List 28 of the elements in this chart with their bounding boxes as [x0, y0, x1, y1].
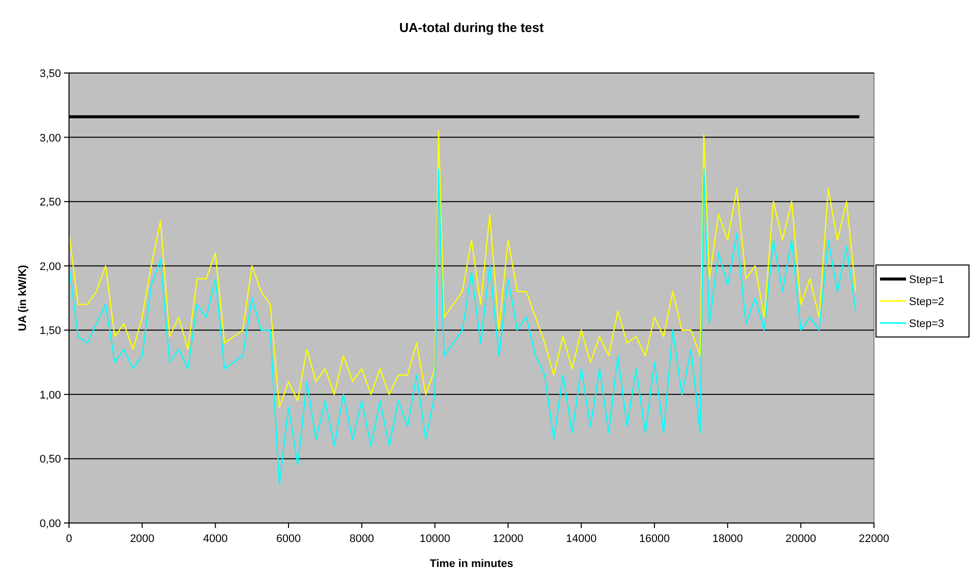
- y-tick-label: 1,00: [40, 389, 61, 402]
- x-axis-title: Time in minutes: [430, 558, 514, 570]
- x-tick-label: 2000: [130, 533, 154, 545]
- y-tick-label: 1,50: [40, 325, 61, 338]
- x-tick-label: 8000: [349, 533, 374, 545]
- chart-title: UA-total during the test: [399, 20, 544, 35]
- y-tick-label: 0,00: [40, 518, 61, 530]
- legend-label: Step=2: [909, 296, 944, 308]
- y-tick-label: 3,50: [40, 68, 61, 80]
- x-tick-label: 20000: [786, 533, 816, 545]
- legend-label: Step=1: [909, 274, 944, 286]
- x-tick-label: 4000: [203, 533, 228, 545]
- x-tick-label: 18000: [712, 533, 743, 545]
- x-tick-label: 16000: [639, 533, 670, 545]
- y-tick-label: 2,00: [40, 260, 61, 273]
- x-tick-label: 10000: [420, 533, 450, 545]
- x-tick-label: 22000: [858, 533, 890, 545]
- y-tick-label: 0,50: [40, 454, 61, 466]
- line-series: [68, 168, 856, 486]
- y-axis-title: UA (in kW/K): [17, 264, 29, 332]
- x-tick-label: 14000: [566, 533, 597, 545]
- x-tick-label: 12000: [492, 533, 524, 545]
- legend-label: Step=3: [909, 318, 944, 330]
- x-tick-label: 0: [66, 533, 72, 545]
- y-tick-label: 2,50: [40, 196, 61, 209]
- line-series: [68, 130, 856, 408]
- y-tick-label: 3,00: [40, 132, 61, 144]
- x-tick-label: 6000: [276, 533, 301, 545]
